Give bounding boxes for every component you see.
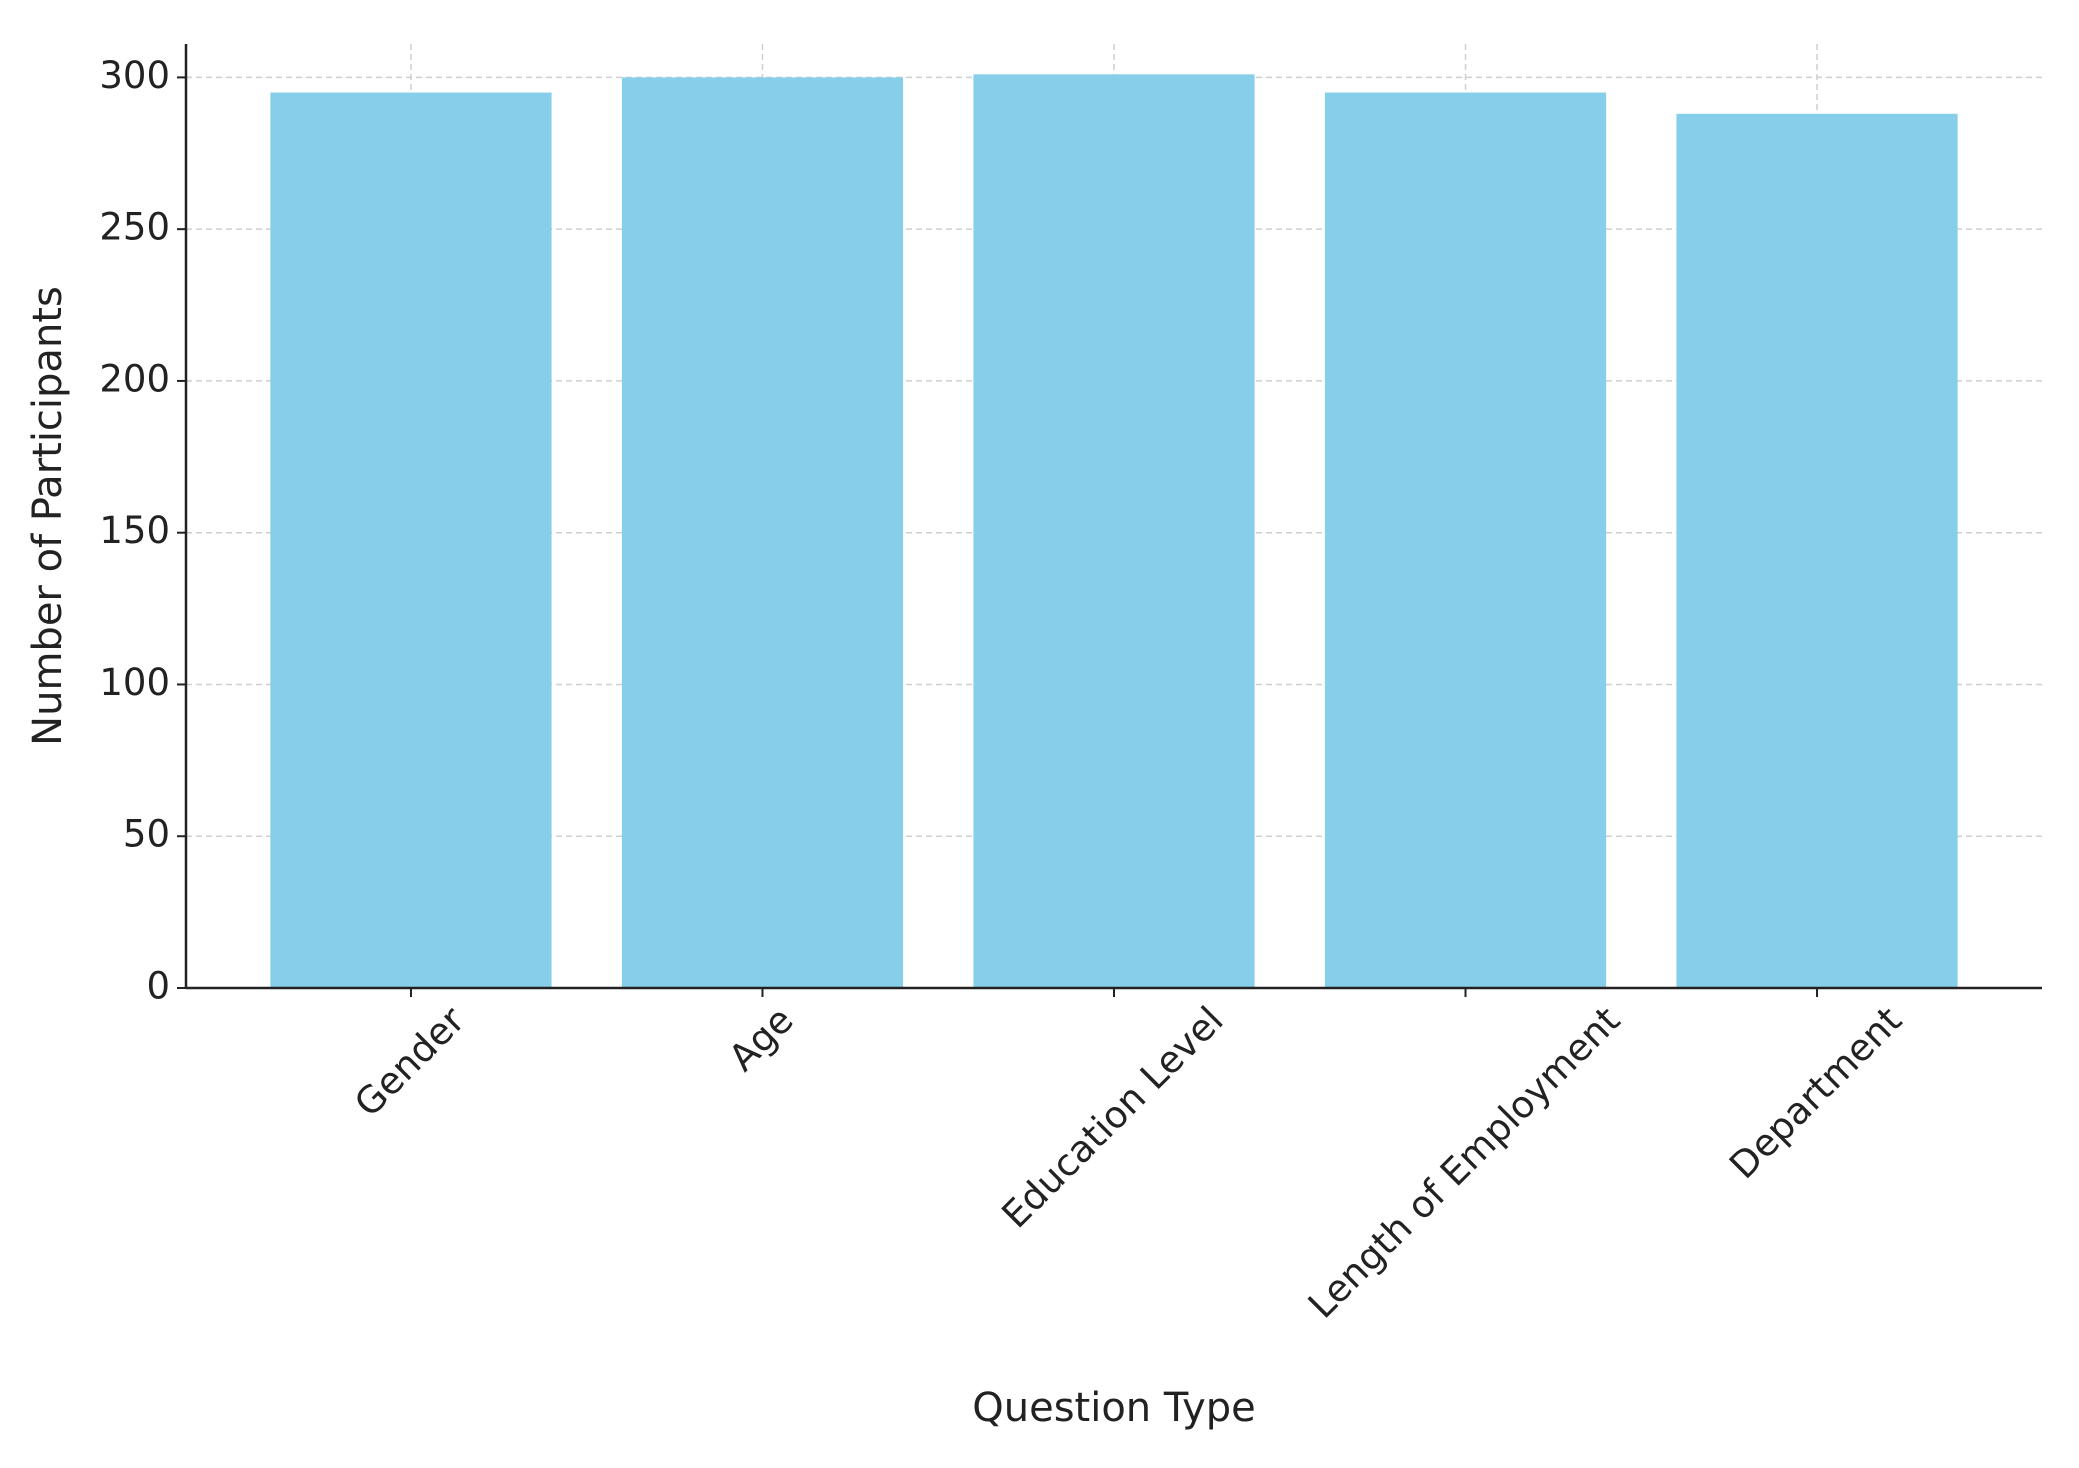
- bar: [1676, 113, 1958, 989]
- x-axis-label: Question Type: [972, 1385, 1256, 1431]
- x-tick-label: Length of Employment: [1300, 998, 1628, 1326]
- y-tick-label: 250: [99, 206, 170, 249]
- y-tick-label: 0: [146, 965, 170, 1008]
- y-tick-label: 50: [123, 813, 170, 856]
- x-tick-label: Age: [721, 998, 802, 1079]
- y-tick-label: 200: [99, 357, 170, 400]
- x-tick-label: Department: [1721, 998, 1910, 1187]
- y-tick-label: 150: [99, 509, 170, 552]
- y-tick-label: 100: [99, 661, 170, 704]
- y-axis-label: Number of Participants: [25, 286, 71, 746]
- bar: [973, 74, 1255, 988]
- x-tick-label: Education Level: [994, 998, 1232, 1236]
- y-tick-label: 300: [99, 54, 170, 97]
- bar: [621, 77, 904, 989]
- bar: [1324, 92, 1607, 988]
- bar: [270, 92, 552, 988]
- x-tick-label: Gender: [346, 998, 473, 1125]
